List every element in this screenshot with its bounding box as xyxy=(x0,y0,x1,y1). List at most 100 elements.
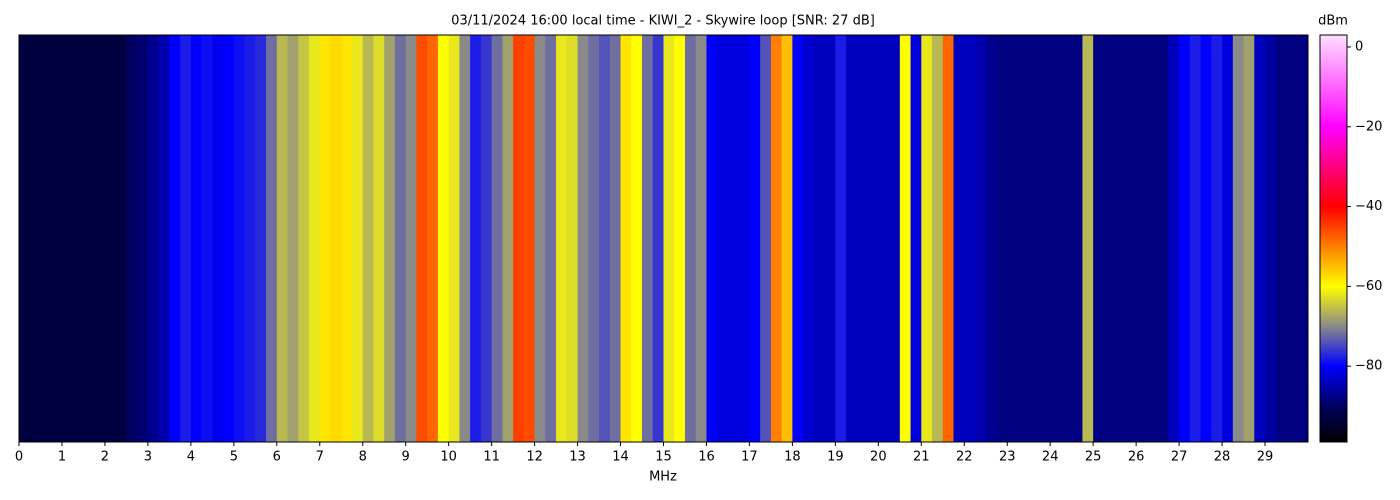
heat-cell xyxy=(706,35,718,442)
heat-cell xyxy=(856,35,868,442)
heat-cell xyxy=(1189,35,1201,442)
x-tick-label: 23 xyxy=(999,450,1016,465)
x-tick-label: 27 xyxy=(1171,450,1188,465)
heat-cell xyxy=(588,35,600,442)
colorbar-tick-label: −60 xyxy=(1355,279,1382,294)
heat-cell xyxy=(180,35,192,442)
heat-cell xyxy=(770,35,783,442)
heat-cell xyxy=(330,35,342,442)
heat-cell xyxy=(717,35,729,442)
heat-cell xyxy=(545,35,557,442)
heat-cell xyxy=(889,35,901,442)
heat-cell xyxy=(212,35,224,442)
heat-cell xyxy=(964,35,976,442)
heat-cell xyxy=(781,35,793,442)
heat-cell xyxy=(1146,35,1159,442)
heat-cell xyxy=(480,35,493,442)
x-tick-label: 3 xyxy=(144,450,152,465)
x-tick-label: 25 xyxy=(1085,450,1102,465)
heat-cell xyxy=(190,35,203,442)
x-tick-label: 8 xyxy=(359,450,367,465)
heat-cell xyxy=(72,35,84,442)
x-tick-label: 24 xyxy=(1042,450,1059,465)
heat-cell xyxy=(384,35,396,442)
x-tick-label: 12 xyxy=(526,450,543,465)
heat-cell xyxy=(51,35,63,442)
heat-cell xyxy=(1222,35,1234,442)
heat-cell xyxy=(921,35,933,442)
colorbar-tick-label: −20 xyxy=(1355,119,1382,134)
heat-cell xyxy=(83,35,95,442)
heat-cell xyxy=(813,35,826,442)
heat-cell xyxy=(298,35,310,442)
heat-cell xyxy=(1093,35,1105,442)
heat-cell xyxy=(373,35,385,442)
heat-cell xyxy=(846,35,858,442)
chart-title: 03/11/2024 16:00 local time - KIWI_2 - S… xyxy=(451,14,875,29)
heat-cell xyxy=(287,35,299,442)
heat-cell xyxy=(609,35,621,442)
heat-cell xyxy=(1254,35,1266,442)
heat-cell xyxy=(405,35,417,442)
heat-cell xyxy=(835,35,847,442)
heat-cell xyxy=(803,35,815,442)
heat-cell xyxy=(738,35,750,442)
x-tick-label: 10 xyxy=(440,450,457,465)
heat-cell xyxy=(341,35,353,442)
x-tick-label: 21 xyxy=(913,450,930,465)
heat-cell xyxy=(1017,35,1030,442)
heat-cell xyxy=(1179,35,1191,442)
heat-cell xyxy=(1071,35,1083,442)
heat-cell xyxy=(427,35,439,442)
heat-cell xyxy=(362,35,374,442)
heat-cell xyxy=(760,35,772,442)
heat-cell xyxy=(985,35,997,442)
x-tick-label: 18 xyxy=(784,450,801,465)
heat-cell xyxy=(1200,35,1212,442)
heat-cell xyxy=(1082,35,1094,442)
heat-cell xyxy=(233,35,245,442)
colorbar xyxy=(1319,34,1348,443)
heat-cell xyxy=(266,35,278,442)
x-tick-label: 4 xyxy=(187,450,195,465)
heat-cell xyxy=(566,35,578,442)
heat-cell xyxy=(620,35,632,442)
heat-cell xyxy=(126,35,138,442)
heat-cell xyxy=(1157,35,1169,442)
heat-cell xyxy=(652,35,664,442)
heat-cell xyxy=(1243,35,1255,442)
heat-cell xyxy=(470,35,482,442)
heat-cell xyxy=(513,35,525,442)
x-tick-label: 2 xyxy=(101,450,109,465)
x-tick-label: 28 xyxy=(1214,450,1231,465)
heat-cell xyxy=(416,35,428,442)
x-tick-label: 9 xyxy=(402,450,410,465)
colorbar-tick-label: −80 xyxy=(1355,359,1382,374)
heat-cell xyxy=(1039,35,1051,442)
heat-cell xyxy=(19,35,31,442)
x-tick-label: 13 xyxy=(569,450,586,465)
heat-cell xyxy=(695,35,707,442)
heat-cell xyxy=(684,35,697,442)
x-tick-label: 16 xyxy=(698,450,715,465)
heat-cell xyxy=(1297,35,1309,442)
x-tick-label: 19 xyxy=(827,450,844,465)
heat-cell xyxy=(276,35,288,442)
colorbar-tick-label: 0 xyxy=(1355,39,1363,54)
heat-cell xyxy=(523,35,535,442)
heat-cell xyxy=(437,35,450,442)
heat-cell xyxy=(351,35,364,442)
heat-cell xyxy=(29,35,41,442)
heat-cell xyxy=(792,35,804,442)
heat-cell xyxy=(1211,35,1223,442)
heat-cell xyxy=(996,35,1008,442)
heat-cell xyxy=(942,35,954,442)
heat-cell xyxy=(727,35,740,442)
heat-cell xyxy=(663,35,675,442)
heat-cell xyxy=(899,35,911,442)
heat-cell xyxy=(201,35,213,442)
heat-cell xyxy=(309,35,321,442)
x-tick-label: 22 xyxy=(956,450,973,465)
colorbar-tick-label: −40 xyxy=(1355,199,1382,214)
